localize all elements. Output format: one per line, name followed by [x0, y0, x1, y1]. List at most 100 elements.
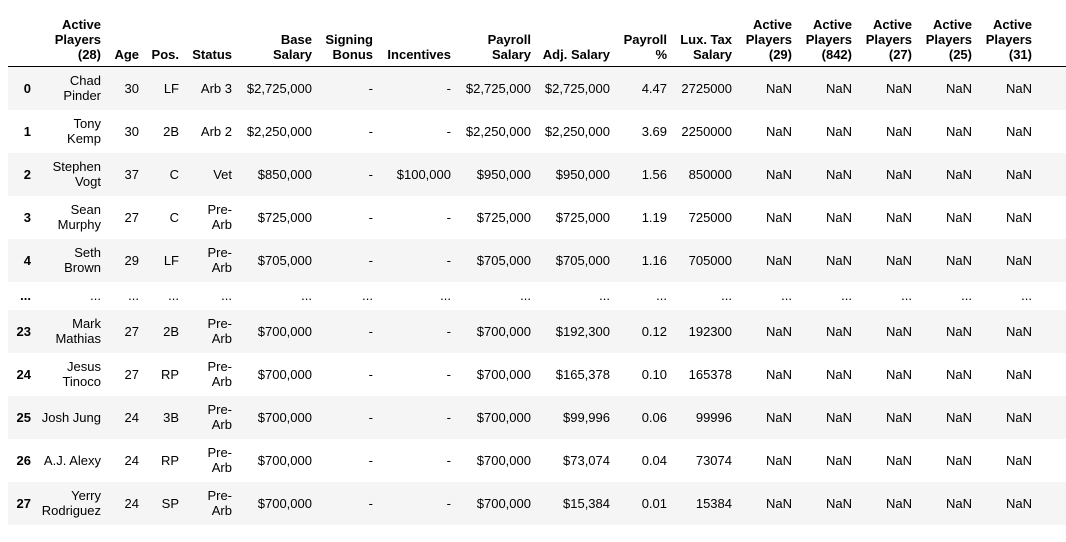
table-cell: $2,250,000: [544, 123, 610, 139]
table-cell: $165,378: [555, 366, 610, 382]
table-cell: 4.47: [641, 80, 667, 96]
table-cell: NaN: [945, 252, 972, 268]
column-header: Age: [106, 4, 144, 67]
table-row: 0 Chad Pinder 30 LF Arb 3 $2,725,000- - $2,725,…: [8, 66, 1066, 110]
table-cell: $725,000: [476, 209, 531, 225]
table-cell: NaN: [885, 323, 912, 339]
table-row: 2 Stephen Vogt 37 C Vet $850,000 - $100,000 $950…: [8, 152, 1066, 196]
table-cell: ...: [301, 288, 312, 303]
table-cell: -: [446, 366, 451, 382]
table-cell: -: [368, 366, 373, 382]
table-cell: NaN: [825, 495, 852, 511]
table-cell: NaN: [1005, 495, 1032, 511]
table-cell: -: [368, 209, 373, 225]
table-cell: [1037, 482, 1066, 525]
table-cell: LF: [163, 80, 179, 96]
dataframe-table: Active Players (28) Age Pos. Status Base Sal…: [8, 4, 1066, 525]
table-cell: Pre-Arb: [207, 402, 232, 432]
table-cell: 2725000: [681, 80, 732, 96]
table-cell: 29: [124, 252, 139, 268]
row-index: ...: [20, 288, 31, 303]
table-cell: Pre-Arb: [207, 488, 232, 518]
column-header: Signing Bonus: [317, 4, 378, 67]
table-cell: NaN: [765, 209, 792, 225]
table-cell: NaN: [885, 166, 912, 182]
table-cell: 3B: [163, 409, 179, 425]
table-cell: Josh Jung: [41, 409, 101, 425]
row-index: 4: [23, 252, 31, 268]
table-cell: 24: [124, 452, 139, 468]
table-cell: NaN: [765, 323, 792, 339]
table-cell: NaN: [765, 452, 792, 468]
table-cell: 3.69: [641, 123, 667, 139]
table-cell: Tony Kemp: [67, 116, 101, 146]
table-row: ........................................…: [8, 282, 1066, 310]
table-cell: ...: [721, 288, 732, 303]
table-cell: [1037, 310, 1066, 353]
table-cell: Stephen Vogt: [52, 159, 101, 189]
table-cell: NaN: [945, 166, 972, 182]
table-cell: ...: [599, 288, 610, 303]
table-cell: $725,000: [555, 209, 610, 225]
table-cell: ...: [520, 288, 531, 303]
table-cell: 24: [124, 495, 139, 511]
table-cell: ...: [221, 288, 232, 303]
table-cell: $705,000: [476, 252, 531, 268]
table-row: 1 Tony Kemp 30 2B Arb 2 $2,250,000- - $2,250,00…: [8, 110, 1066, 153]
table-cell: $725,000: [257, 209, 312, 225]
table-cell: ...: [1021, 288, 1032, 303]
column-header: Active Players (28): [36, 4, 106, 67]
table-cell: 165378: [688, 366, 732, 382]
table-cell: -: [446, 209, 451, 225]
table-cell: NaN: [945, 123, 972, 139]
table-row: 4 Seth Brown 29 LF Pre-Arb $705,000 - - $705,000…: [8, 238, 1066, 282]
table-cell: 30: [124, 123, 139, 139]
table-cell: $700,000: [257, 366, 312, 382]
table-cell: 1.56: [641, 166, 667, 182]
table-cell: $705,000: [555, 252, 610, 268]
dataframe-output: Active Players (28) Age Pos. Status Base Sal…: [8, 4, 1066, 525]
table-cell: A.J. Alexy: [43, 452, 101, 468]
table-cell: -: [446, 495, 451, 511]
table-cell: -: [446, 323, 451, 339]
table-cell: 2250000: [681, 123, 732, 139]
column-header: Lux. Tax Salary: [672, 4, 737, 67]
table-cell: 850000: [688, 166, 732, 182]
row-index: 26: [16, 452, 31, 468]
table-cell: ...: [901, 288, 912, 303]
table-cell: NaN: [945, 409, 972, 425]
row-index: 1: [23, 123, 31, 139]
table-cell: NaN: [765, 409, 792, 425]
table-cell: 0.12: [641, 323, 667, 339]
table-cell: ...: [841, 288, 852, 303]
table-cell: NaN: [1005, 80, 1032, 96]
row-index: 24: [16, 366, 31, 382]
table-cell: $700,000: [257, 323, 312, 339]
table-cell: RP: [160, 452, 179, 468]
table-cell: $850,000: [257, 166, 312, 182]
table-cell: 73074: [695, 452, 732, 468]
table-cell: -: [368, 409, 373, 425]
table-cell: 1.16: [641, 252, 667, 268]
table-cell: NaN: [885, 80, 912, 96]
table-cell: 725000: [688, 209, 732, 225]
table-cell: ...: [128, 288, 139, 303]
table-cell: [1037, 396, 1066, 439]
table-row: 23 Mark Mathias 27 2B Pre-Arb $700,000 - - $700,…: [8, 309, 1066, 353]
table-cell: C: [169, 166, 179, 182]
table-cell: $700,000: [257, 452, 312, 468]
table-cell: 0.06: [641, 409, 667, 425]
column-header: Payroll Salary: [456, 4, 536, 67]
table-cell: NaN: [825, 123, 852, 139]
table-cell: RP: [160, 366, 179, 382]
table-cell: NaN: [765, 366, 792, 382]
table-cell: $700,000: [476, 409, 531, 425]
table-cell: 24: [124, 409, 139, 425]
table-cell: $705,000: [257, 252, 312, 268]
table-cell: NaN: [1005, 366, 1032, 382]
table-cell: ...: [90, 288, 101, 303]
table-cell: -: [446, 452, 451, 468]
table-cell: Mark Mathias: [55, 316, 101, 346]
table-cell: NaN: [765, 123, 792, 139]
